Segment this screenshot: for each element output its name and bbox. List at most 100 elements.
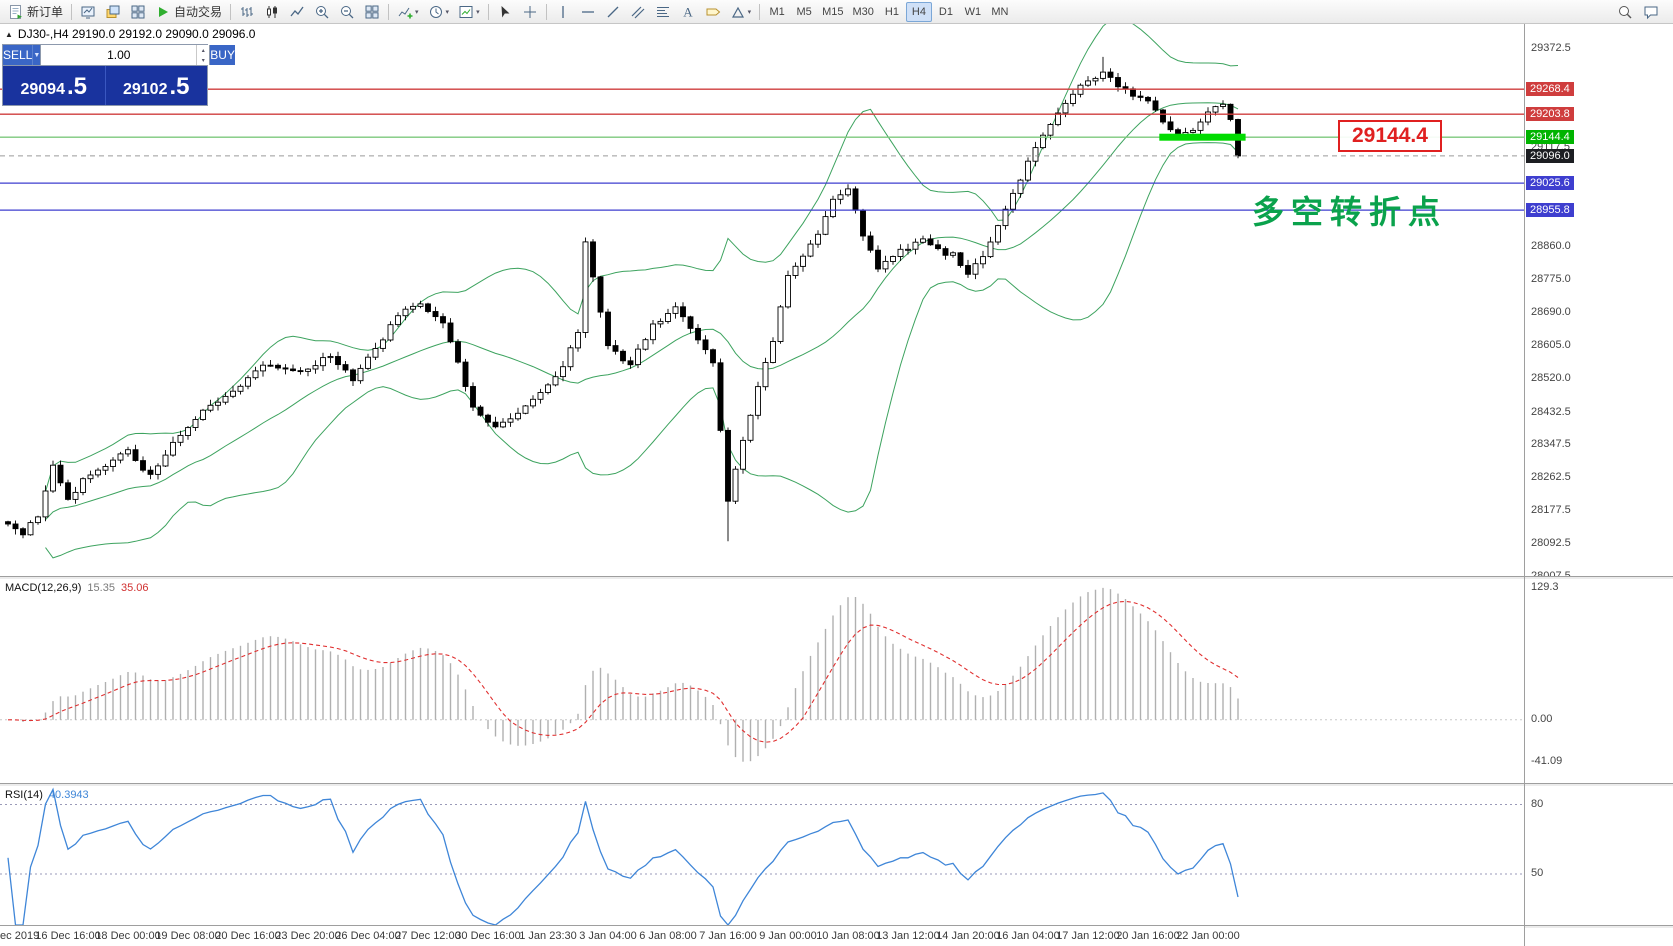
toolbar-separator <box>545 3 547 20</box>
profiles-button[interactable] <box>101 2 125 22</box>
line-chart-button[interactable] <box>285 2 309 22</box>
rsi-axis-label: 50 <box>1531 867 1544 879</box>
autotrading-label: 自动交易 <box>174 5 223 19</box>
buy-button[interactable]: BUY <box>210 45 235 65</box>
price-axis[interactable]: 29372.5 29117.5 28860.0 28775.0 28690.0 28605… <box>1524 24 1673 946</box>
sell-price-base: 29094 <box>20 81 65 98</box>
price-axis-label: 28347.5 <box>1531 438 1571 451</box>
toolbar-separator <box>71 3 73 20</box>
volume-down-button[interactable]: ▾ <box>201 57 205 64</box>
buy-price[interactable]: 29102 .5 <box>106 66 208 105</box>
text-icon <box>680 4 696 20</box>
time-axis-label: 17 Jan 12:00 <box>1056 930 1120 942</box>
search-button[interactable] <box>1613 2 1637 22</box>
one-click-trading-panel: SELL ▼ ▴ ▾ BUY 29094 <box>2 44 235 106</box>
sell-button[interactable]: SELL <box>3 45 33 65</box>
macd-axis-label: -41.09 <box>1531 754 1563 767</box>
price-axis-label: 28520.0 <box>1531 371 1571 384</box>
macd-title: MACD(12,26,9) <box>5 582 82 594</box>
time-axis-label: 16 Dec 16:00 <box>35 930 101 942</box>
chat-button[interactable] <box>1639 2 1663 22</box>
macd-axis-label: 0.00 <box>1531 712 1553 725</box>
bar-chart-button[interactable] <box>235 2 259 22</box>
timeframe-m15-button[interactable]: M15 <box>822 5 844 18</box>
timeframe-m1-button[interactable]: M1 <box>769 5 785 18</box>
search-icon <box>1617 4 1633 20</box>
timeframe-m30-button[interactable]: M30 <box>852 5 874 18</box>
macd-chart[interactable] <box>0 579 1524 783</box>
timeframe-h1-button[interactable]: H1 <box>884 5 899 18</box>
vertical-line-button[interactable] <box>551 2 575 22</box>
turning-point-annotation[interactable]: 多空转折点 <box>1252 194 1448 230</box>
cursor-button[interactable] <box>493 2 517 22</box>
channel-button[interactable] <box>626 2 650 22</box>
sell-price[interactable]: 29094 .5 <box>3 66 106 105</box>
price-tag-29203.8: 29203.8 <box>1526 107 1574 122</box>
price-axis-label: 28860.0 <box>1531 240 1571 253</box>
vertical-line-icon <box>555 4 571 20</box>
crosshair-icon <box>522 4 538 20</box>
chart-window-button[interactable] <box>76 2 100 22</box>
support-highlight-zone[interactable] <box>1159 133 1246 141</box>
toolbar-separator <box>487 3 489 20</box>
price-axis-label: 28432.5 <box>1531 405 1571 418</box>
timeframe-d1-button[interactable]: D1 <box>938 5 953 18</box>
macd-signal-line <box>7 600 1239 743</box>
new-order-button[interactable]: 新订单 <box>4 2 67 22</box>
crosshair-button[interactable] <box>518 2 542 22</box>
templates-button[interactable]: ▾ <box>454 2 484 22</box>
one-click-collapse-icon[interactable]: ▲ <box>5 29 13 39</box>
zoom-in-icon <box>314 4 330 20</box>
bollinger-middle-band[interactable] <box>45 102 1239 521</box>
candlestick-icon <box>264 4 280 20</box>
text-button[interactable] <box>676 2 700 22</box>
candlestick-chart-button[interactable] <box>260 2 284 22</box>
periods-button[interactable]: ▾ <box>424 2 454 22</box>
main-chart-pane[interactable]: ▲ DJ30-,H4 29190.0 29192.0 29090.0 29096… <box>0 24 1524 576</box>
timeframe-toolbar: M1 M5 M15 M30 H1 H4 D1 W1 MN <box>764 1 1013 22</box>
candlestick-chart[interactable] <box>0 24 1524 576</box>
timeframe-w1-button[interactable]: W1 <box>964 5 982 18</box>
trendline-button[interactable] <box>601 2 625 22</box>
volume-input[interactable] <box>41 45 197 65</box>
time-axis-label: 3 Jan 04:00 <box>579 930 637 942</box>
bollinger-lower-band[interactable] <box>45 142 1239 559</box>
rsi-chart[interactable] <box>0 786 1524 925</box>
text-label-button[interactable] <box>701 2 725 22</box>
zoom-out-icon <box>339 4 355 20</box>
rsi-pane[interactable]: RSI(14) 40.3943 <box>0 786 1524 925</box>
fibonacci-button[interactable] <box>651 2 675 22</box>
zoom-in-button[interactable] <box>310 2 334 22</box>
equidistant-channel-icon <box>630 4 646 20</box>
autotrading-button[interactable]: 自动交易 <box>151 2 226 22</box>
timeframe-mn-button[interactable]: MN <box>991 5 1009 18</box>
data-window-button[interactable] <box>126 2 150 22</box>
rsi-value: 40.3943 <box>48 789 89 801</box>
time-axis-label: 30 Dec 16:00 <box>455 930 521 942</box>
bollinger-upper-band[interactable] <box>45 24 1239 492</box>
time-axis-label: 26 Dec 04:00 <box>335 930 401 942</box>
chart-ohlc-title: DJ30-,H4 29190.0 29192.0 29090.0 29096.0 <box>17 27 256 41</box>
cursor-icon <box>497 4 513 20</box>
volume-up-button[interactable]: ▴ <box>201 47 205 54</box>
price-axis-label: 29372.5 <box>1531 42 1571 54</box>
data-window-icon <box>130 4 146 20</box>
rsi-axis-label: 80 <box>1531 797 1544 810</box>
price-callout-label[interactable]: 29144.4 <box>1338 120 1442 152</box>
indicators-button[interactable]: ▾ <box>393 2 423 22</box>
timeframe-m5-button[interactable]: M5 <box>796 5 812 18</box>
price-axis-label: 28092.5 <box>1531 537 1571 550</box>
one-click-options-dropdown[interactable]: ▼ <box>32 45 42 65</box>
macd-pane[interactable]: MACD(12,26,9) 15.35 35.06 <box>0 579 1524 783</box>
tile-windows-button[interactable] <box>360 2 384 22</box>
chart-header: ▲ DJ30-,H4 29190.0 29192.0 29090.0 29096… <box>5 27 255 41</box>
shapes-button[interactable]: ▾ <box>726 2 756 22</box>
horizontal-line-button[interactable] <box>576 2 600 22</box>
pane-splitter[interactable] <box>0 783 1524 786</box>
chart-area: ▲ DJ30-,H4 29190.0 29192.0 29090.0 29096… <box>0 24 1673 946</box>
timeframe-h4-button[interactable]: H4 <box>905 1 932 22</box>
zoom-out-button[interactable] <box>335 2 359 22</box>
pane-splitter[interactable] <box>0 576 1524 579</box>
